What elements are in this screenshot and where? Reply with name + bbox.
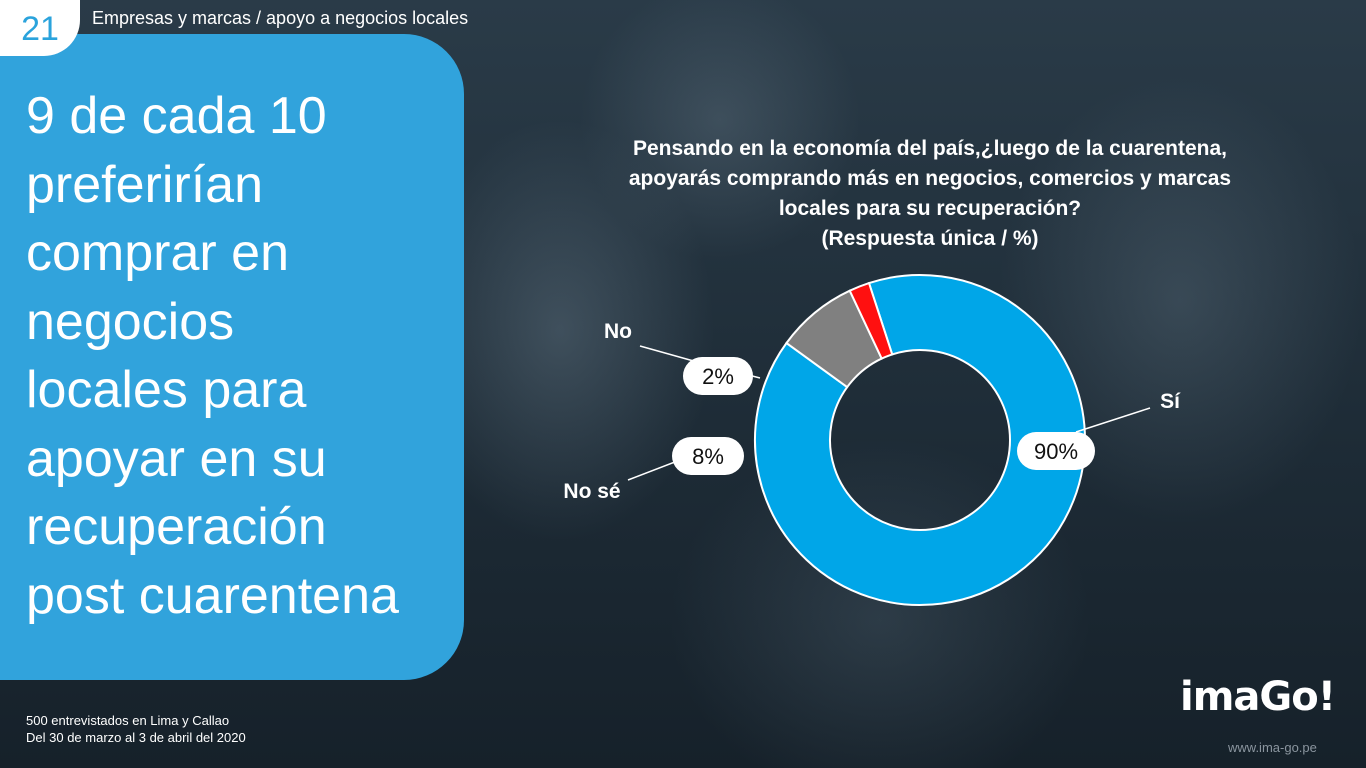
value-label-no-se: 8% (672, 437, 744, 475)
category-label-no-se: No sé (563, 480, 620, 503)
headline-text: 9 de cada 10 preferirían comprar en nego… (26, 87, 399, 625)
value-label-si: 90% (1017, 432, 1095, 470)
sample-note: 500 entrevistados en Lima y Callao Del 3… (26, 712, 246, 746)
category-label-no: No (604, 320, 632, 343)
sample-note-line1: 500 entrevistados en Lima y Callao (26, 713, 230, 728)
headline-panel (0, 34, 464, 680)
svg-text:2%: 2% (702, 364, 734, 389)
chart-title: Pensando en la economía del país,¿luego … (628, 137, 1232, 250)
category-label-si: Sí (1160, 390, 1181, 413)
svg-text:8%: 8% (692, 444, 724, 469)
value-label-no: 2% (683, 357, 753, 395)
svg-text:90%: 90% (1034, 439, 1078, 464)
slice-si (754, 274, 1086, 606)
website-url: www.ima-go.pe (1228, 740, 1317, 755)
slice-no (848, 281, 894, 360)
imago-logo: imaGo! (1180, 674, 1336, 720)
section-title: Empresas y marcas / apoyo a negocios loc… (92, 8, 469, 28)
sample-note-line2: Del 30 de marzo al 3 de abril del 2020 (26, 730, 246, 745)
leader-line-si (1075, 407, 1151, 433)
slide-number: 21 (0, 0, 80, 56)
